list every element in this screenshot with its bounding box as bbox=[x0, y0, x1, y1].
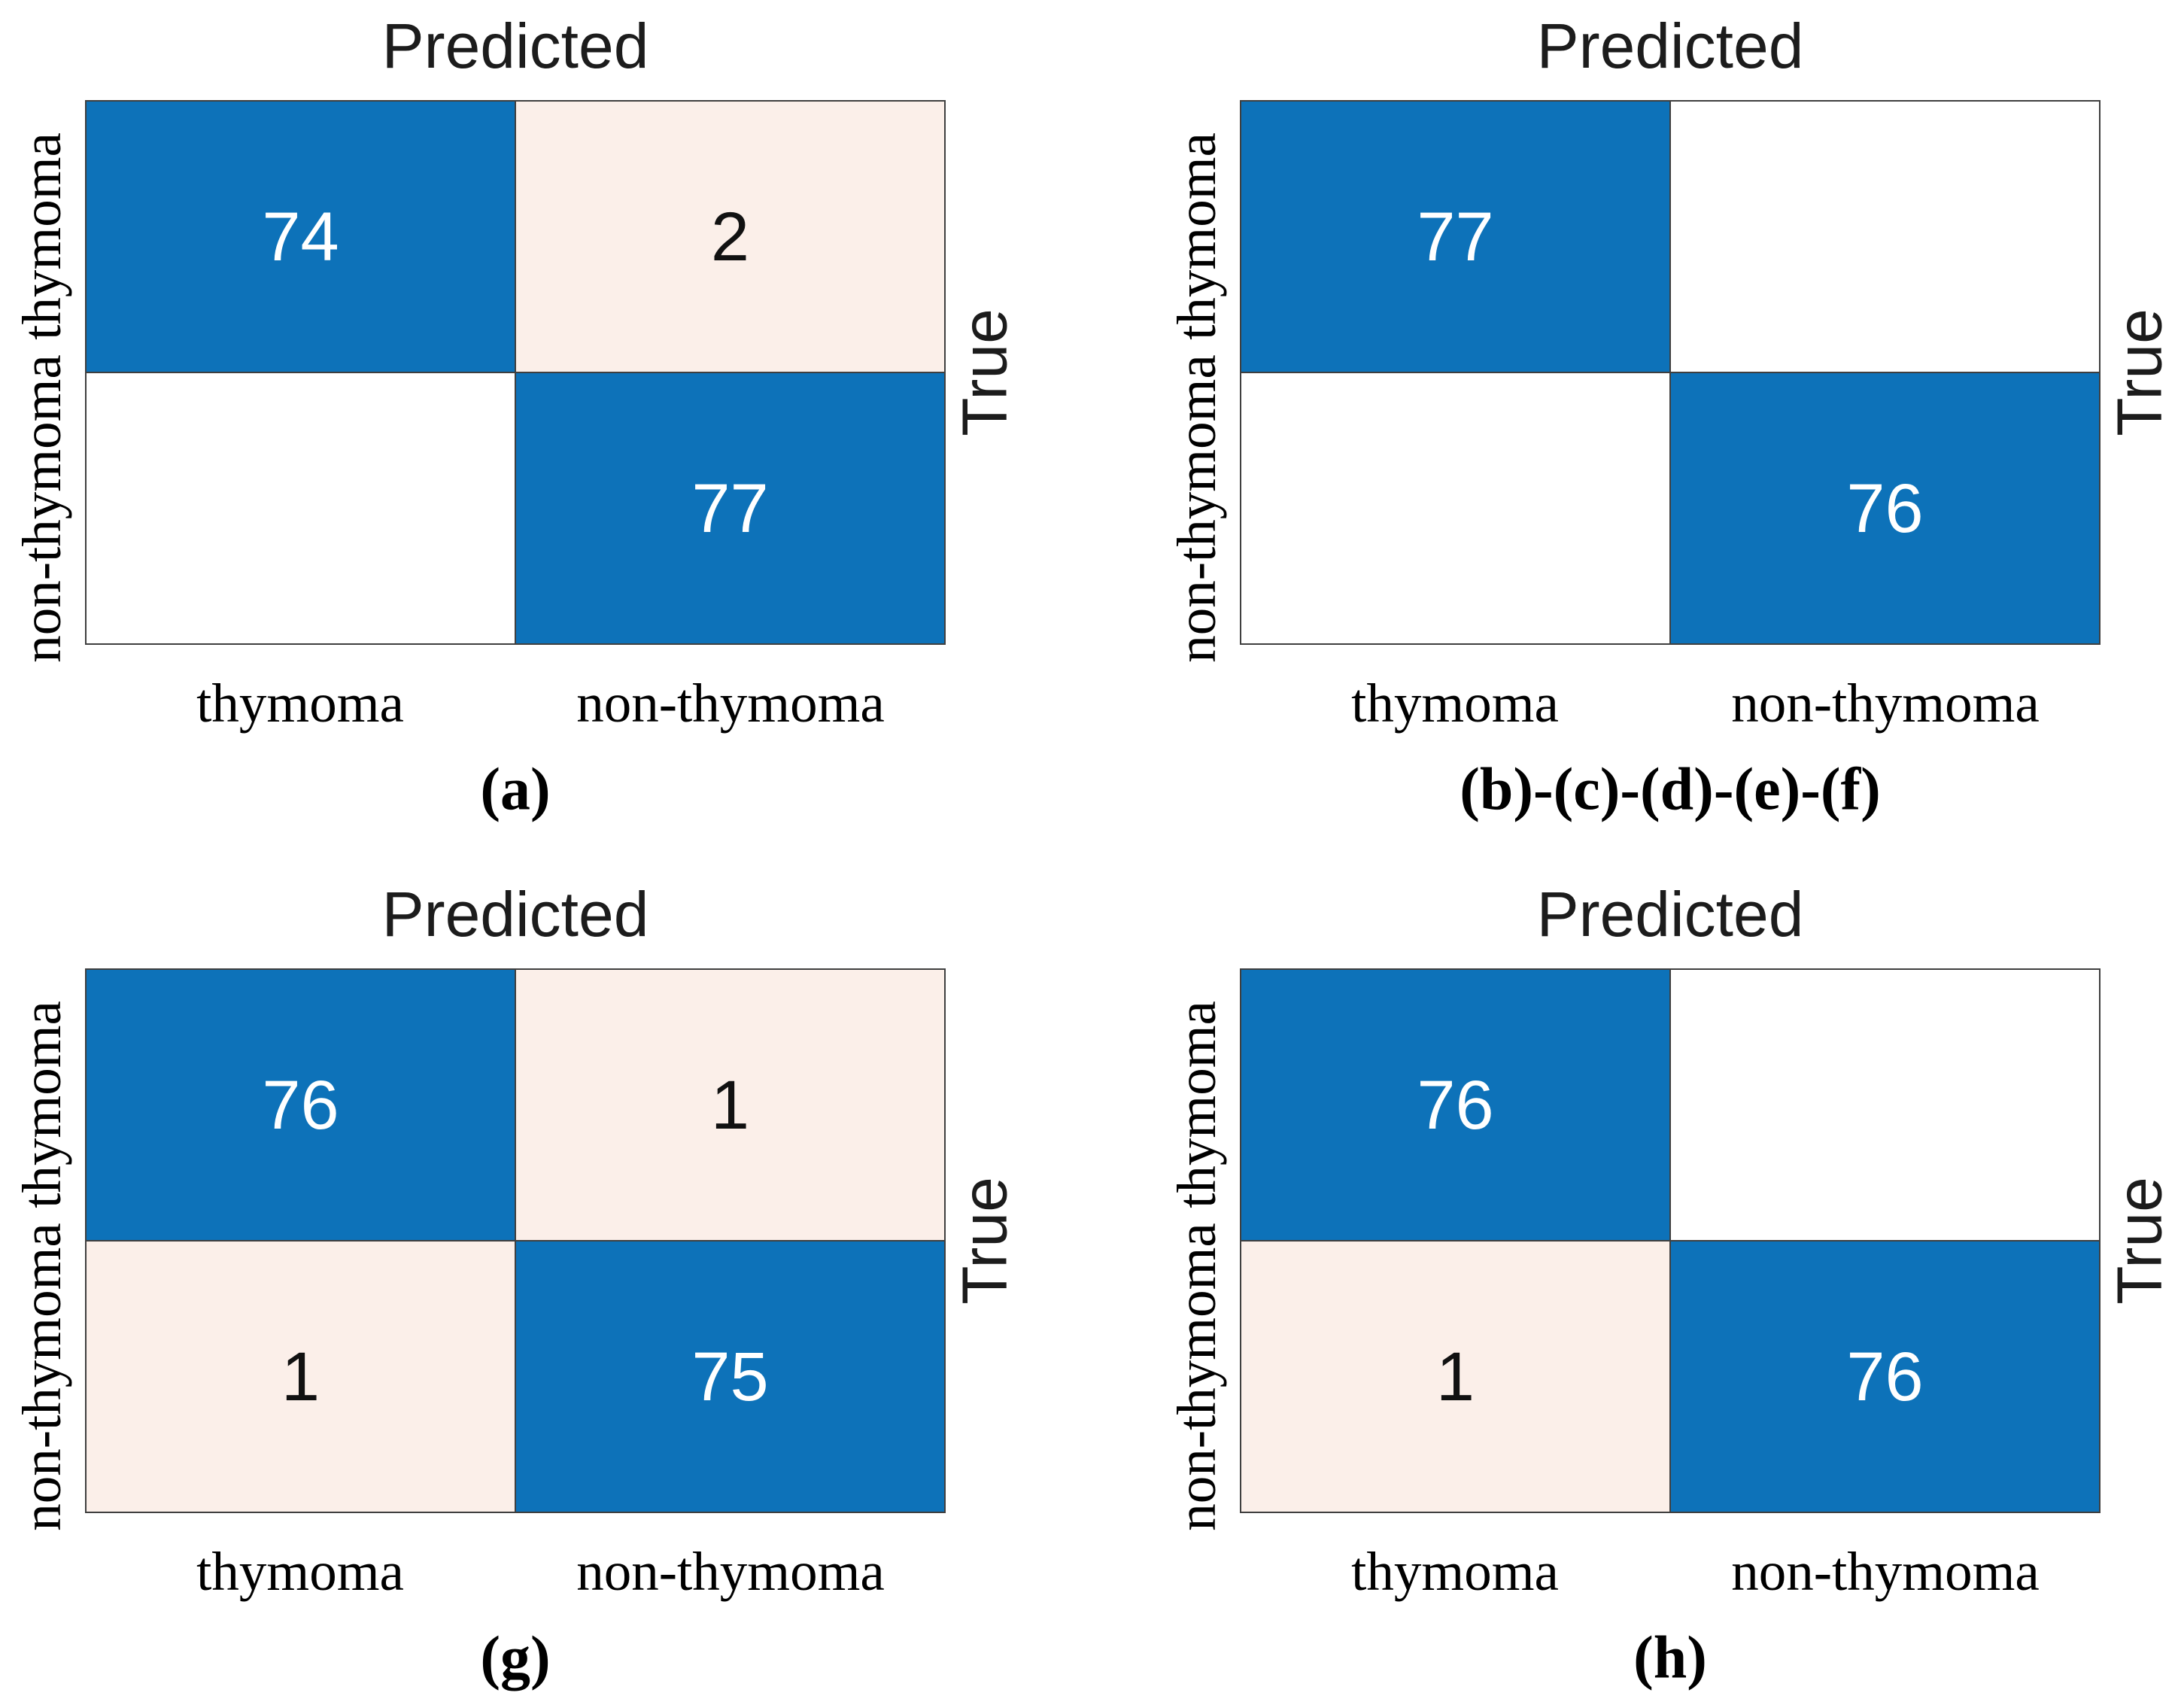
confusion-matrix-h: 76 1 76 bbox=[1240, 968, 2101, 1513]
predicted-axis-title: Predicted bbox=[381, 11, 649, 81]
panel-a: Predicted 74 2 77 thymoma non-thymoma Tr… bbox=[11, 11, 1020, 823]
predicted-axis-title: Predicted bbox=[1536, 11, 1804, 81]
matrix-cell-true-nonthymoma-pred-thymoma bbox=[1241, 373, 1669, 643]
matrix-cell-true-thymoma-pred-nonthymoma: 1 bbox=[516, 970, 944, 1240]
matrix-cell-true-nonthymoma-pred-thymoma: 1 bbox=[87, 1241, 515, 1512]
matrix-cell-true-nonthymoma-pred-nonthymoma: 75 bbox=[516, 1241, 944, 1512]
matrix-cell-true-thymoma-pred-nonthymoma: 2 bbox=[516, 102, 944, 372]
matrix-cell-true-nonthymoma-pred-nonthymoma: 76 bbox=[1671, 1241, 2099, 1512]
predicted-axis-title: Predicted bbox=[381, 879, 649, 950]
panel-g: Predicted 76 1 1 75 thymoma non-thymoma … bbox=[11, 879, 1020, 1691]
matrix-cell-true-thymoma-pred-nonthymoma bbox=[1671, 102, 2099, 372]
predicted-axis-title: Predicted bbox=[1536, 879, 1804, 950]
matrix-cell-true-thymoma-pred-thymoma: 76 bbox=[1241, 970, 1669, 1240]
matrix-cell-true-nonthymoma-pred-thymoma: 1 bbox=[1241, 1241, 1669, 1512]
matrix-cell-true-thymoma-pred-nonthymoma bbox=[1671, 970, 2099, 1240]
matrix-cell-true-nonthymoma-pred-nonthymoma: 76 bbox=[1671, 373, 2099, 643]
matrix-cell-true-thymoma-pred-thymoma: 77 bbox=[1241, 102, 1669, 372]
matrix-cell-true-thymoma-pred-thymoma: 76 bbox=[87, 970, 515, 1240]
panel-h: Predicted 76 1 76 thymoma non-thymoma Tr… bbox=[1166, 879, 2175, 1691]
matrix-cell-true-nonthymoma-pred-thymoma bbox=[87, 373, 515, 643]
confusion-matrix-bcdef: 77 76 bbox=[1240, 100, 2101, 645]
confusion-matrix-a: 74 2 77 bbox=[85, 100, 946, 645]
panel-bcdef: Predicted 77 76 thymoma non-thymoma True… bbox=[1166, 11, 2175, 823]
confusion-matrix-g: 76 1 1 75 bbox=[85, 968, 946, 1513]
matrix-cell-true-nonthymoma-pred-nonthymoma: 77 bbox=[516, 373, 944, 643]
matrix-cell-true-thymoma-pred-thymoma: 74 bbox=[87, 102, 515, 372]
